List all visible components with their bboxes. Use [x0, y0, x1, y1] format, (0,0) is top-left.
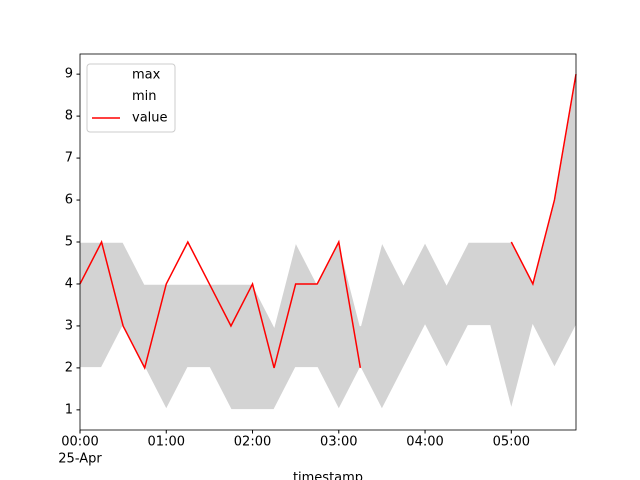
legend-label: min: [132, 89, 157, 104]
y-tick-label: 2: [65, 360, 73, 375]
legend-label: max: [132, 68, 161, 83]
y-tick-label: 6: [65, 193, 73, 208]
x-tick-label: 05:00: [493, 435, 530, 450]
y-tick-label: 1: [65, 402, 73, 417]
range-band: [80, 74, 576, 410]
series-line: [79, 74, 577, 370]
x-tick-label: 02:00: [234, 435, 271, 450]
y-tick-label: 8: [65, 109, 73, 124]
x-axis-label: timestamp: [293, 471, 363, 480]
x-date-label: 25-Apr: [58, 452, 102, 467]
legend: max min value: [86, 63, 176, 133]
legend-box: [86, 63, 176, 133]
x-tick-label: 04:00: [406, 435, 443, 450]
y-tick-label: 5: [65, 235, 73, 250]
legend-label: value: [132, 111, 168, 126]
y-tick-label: 7: [65, 151, 73, 166]
y-tick-label: 3: [65, 318, 73, 333]
y-tick-label: 4: [65, 276, 73, 291]
series-line: [80, 323, 577, 412]
x-tick-label: 03:00: [320, 435, 357, 450]
y-tick-label: 9: [65, 67, 73, 82]
x-tick-label: 00:00: [61, 435, 98, 450]
x-tick-label: 01:00: [148, 435, 185, 450]
